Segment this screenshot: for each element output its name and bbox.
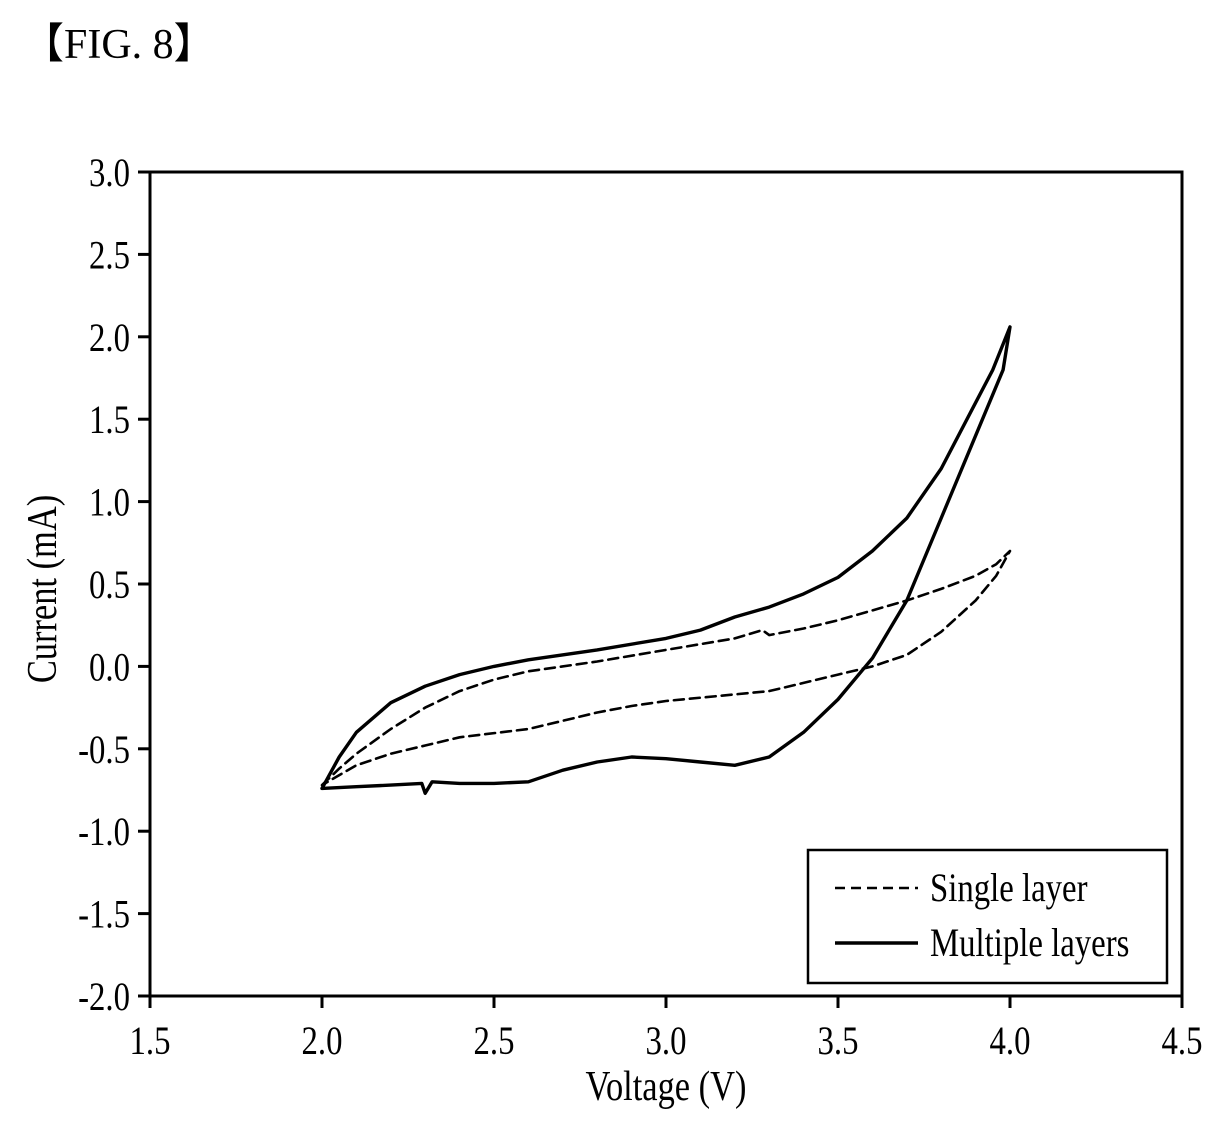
x-tick-label: 1.5 — [130, 1018, 171, 1063]
series-line-single-layer — [320, 549, 1012, 787]
x-tick-label: 2.5 — [474, 1018, 515, 1063]
x-tick-label: 4.5 — [1162, 1018, 1203, 1063]
x-axis-label: Voltage (V) — [586, 1064, 747, 1110]
legend-box — [806, 848, 1169, 985]
y-tick-label: -1.0 — [78, 809, 130, 854]
y-tick-label: 3.0 — [89, 150, 130, 195]
y-tick-label: -1.5 — [78, 892, 130, 937]
x-tick-label: 3.0 — [646, 1018, 687, 1063]
y-tick-label: 2.0 — [89, 315, 130, 360]
x-tick-label: 3.5 — [818, 1018, 859, 1063]
y-tick-label: 0.5 — [89, 562, 130, 607]
figure-label: 【FIG. 8】 — [22, 22, 216, 68]
y-tick-label: -0.5 — [78, 727, 130, 772]
series-line-multiple-layers — [320, 325, 1012, 795]
legend-label-single-layer: Single layer — [930, 865, 1088, 910]
y-axis-label: Current (mA) — [20, 495, 66, 683]
y-tick-label: 1.5 — [89, 397, 130, 442]
y-tick-label: -2.0 — [78, 974, 130, 1019]
x-tick-label: 4.0 — [990, 1018, 1031, 1063]
y-tick-label: 2.5 — [89, 232, 130, 277]
legend-label-multiple-layers: Multiple layers — [930, 920, 1129, 965]
y-tick-label: 1.0 — [89, 480, 130, 525]
y-tick-label: 0.0 — [89, 644, 130, 689]
x-tick-label: 2.0 — [302, 1018, 343, 1063]
